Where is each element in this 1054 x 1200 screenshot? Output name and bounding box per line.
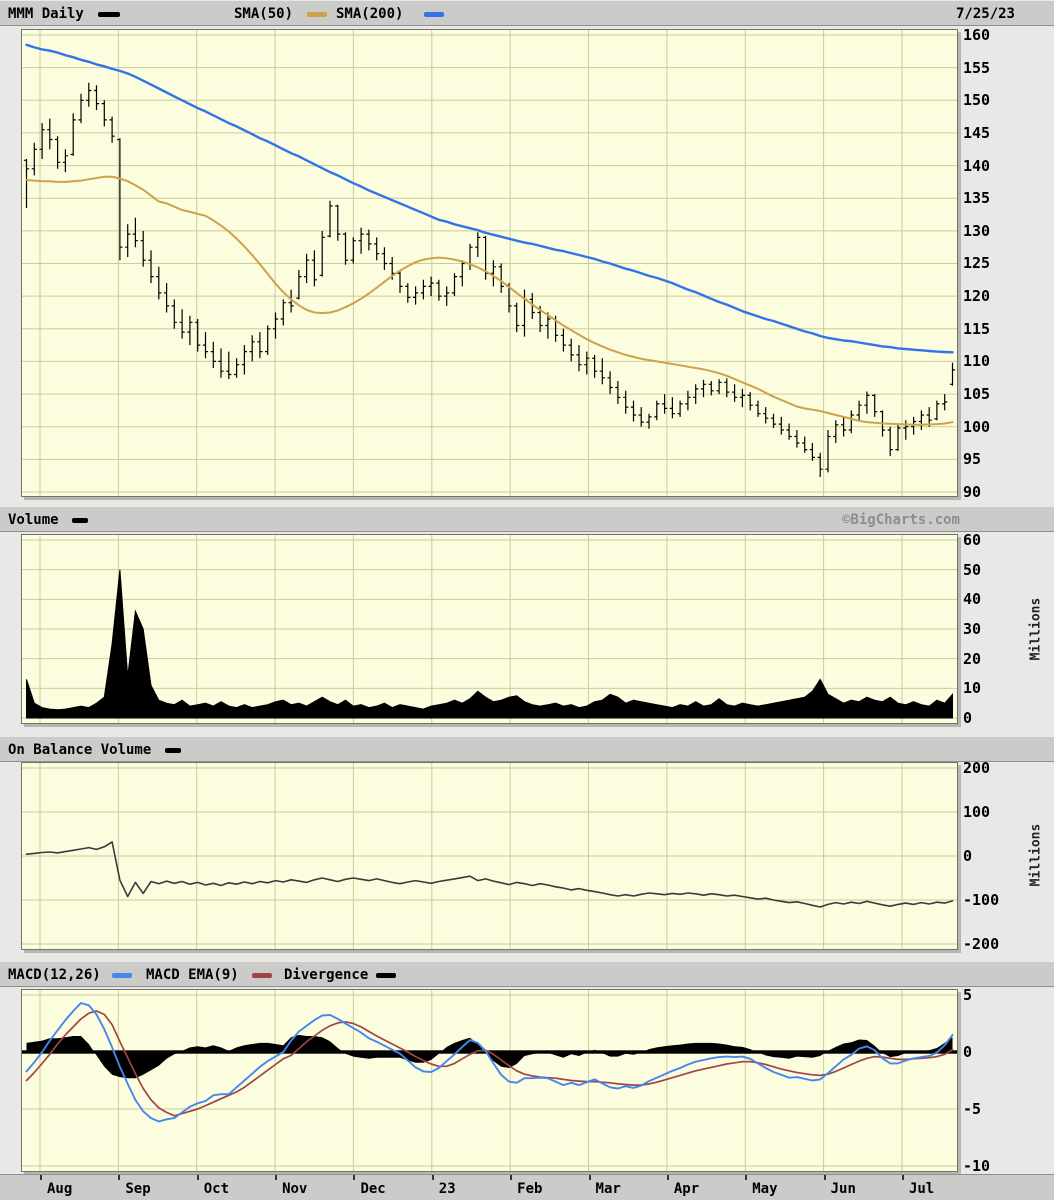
price-axis-label: 95 [963, 450, 982, 469]
divergence-dash-icon [376, 973, 396, 978]
macd-panel [21, 989, 958, 1172]
macd-ema-dash-icon [252, 973, 272, 978]
macd-ema-label: MACD EMA(9) [146, 967, 239, 983]
symbol-title: MMM Daily [8, 6, 84, 22]
obv-axis-label: -200 [963, 935, 1000, 953]
price-chart-canvas [22, 30, 957, 496]
obv-axis-label: 100 [963, 803, 991, 821]
macd-title-bar: MACD(12,26) MACD EMA(9) Divergence [0, 961, 1054, 987]
macd-dash-icon [112, 973, 132, 978]
price-axis-label: 105 [963, 385, 991, 404]
volume-title: Volume [8, 512, 59, 528]
sma200-label: SMA(200) [336, 6, 404, 22]
month-tick [431, 1175, 434, 1180]
month-axis: Aug Sep Oct Nov Dec 23 Feb Mar Apr May Jun Jul [0, 1174, 1054, 1200]
month-tick [40, 1175, 42, 1180]
volume-axis-label: 40 [963, 590, 982, 609]
sma200-dash-icon [424, 12, 444, 17]
legend-bar: MMM Daily SMA(50) SMA(200) 7/25/23 [0, 0, 1054, 26]
month-tick [510, 1175, 513, 1180]
price-axis-label: 150 [963, 91, 991, 110]
month-label: Sep [125, 1181, 151, 1197]
volume-panel [21, 534, 958, 724]
macd-axis-label: -5 [963, 1100, 982, 1118]
bigcharts-watermark: ©BigCharts.com [841, 512, 960, 528]
month-label: Jun [830, 1181, 856, 1197]
month-tick [196, 1175, 199, 1180]
volume-axis-label: 60 [963, 531, 982, 549]
month-label: Apr [673, 1181, 700, 1197]
price-axis-label: 130 [963, 221, 991, 240]
price-axis-label: 155 [963, 58, 991, 77]
month-tick [823, 1175, 826, 1180]
price-axis-label: 135 [963, 189, 991, 208]
price-axis-label: 115 [963, 319, 991, 338]
month-tick [901, 1175, 904, 1180]
macd-label: MACD(12,26) [8, 967, 101, 983]
obv-axis-label: 0 [963, 847, 973, 865]
price-axis-label: 120 [963, 287, 991, 306]
obv-chart-canvas [22, 763, 957, 949]
obv-title-bar: On Balance Volume [0, 736, 1054, 762]
month-tick [745, 1175, 748, 1180]
price-axis-label: 145 [963, 123, 991, 142]
month-label: Oct [203, 1181, 230, 1197]
obv-panel [21, 762, 958, 950]
sma50-dash-icon [307, 12, 327, 17]
month-label: Dec [360, 1181, 386, 1197]
obv-millions-label: Millions [1028, 823, 1044, 887]
month-label: Mar [595, 1181, 621, 1197]
price-axis-label: 125 [963, 254, 991, 273]
divergence-label: Divergence [284, 967, 369, 983]
macd-chart-canvas [22, 990, 957, 1171]
volume-series-dash-icon [72, 518, 88, 523]
macd-axis-label: -10 [963, 1157, 991, 1175]
month-label: Aug [47, 1181, 73, 1197]
volume-axis-label: 0 [963, 709, 973, 728]
obv-series-dash-icon [165, 748, 181, 753]
month-label: May [752, 1181, 778, 1197]
month-label: Nov [282, 1181, 308, 1197]
month-label: 23 [438, 1181, 456, 1197]
month-label: Jul [908, 1181, 935, 1197]
macd-axis-label: 5 [963, 986, 973, 1004]
volume-chart-canvas [22, 535, 957, 723]
sma50-label: SMA(50) [234, 6, 294, 22]
price-axis-label: 140 [963, 156, 991, 175]
price-axis-label: 160 [963, 26, 991, 44]
obv-title: On Balance Volume [8, 742, 152, 758]
price-axis-label: 90 [963, 482, 982, 501]
volume-axis-label: 30 [963, 620, 982, 638]
volume-axis-label: 10 [963, 679, 982, 698]
obv-axis-label: -100 [963, 891, 1000, 909]
month-tick [588, 1175, 591, 1180]
obv-axis-label: 200 [963, 759, 991, 777]
volume-millions-label: Millions [1028, 597, 1044, 661]
volume-axis-label: 50 [963, 560, 982, 579]
chart-date: 7/25/23 [955, 6, 1015, 22]
price-panel [21, 29, 958, 497]
month-tick [666, 1175, 669, 1180]
volume-title-bar: Volume ©BigCharts.com [0, 506, 1054, 532]
price-series-dash-icon [98, 12, 120, 17]
month-tick [275, 1175, 278, 1180]
volume-axis-label: 20 [963, 649, 982, 668]
price-axis-label: 100 [963, 417, 991, 436]
month-tick [118, 1175, 121, 1180]
month-label: Feb [517, 1181, 543, 1197]
price-axis-label: 110 [963, 352, 991, 371]
macd-axis-label: 0 [963, 1043, 973, 1061]
month-tick [353, 1175, 356, 1180]
